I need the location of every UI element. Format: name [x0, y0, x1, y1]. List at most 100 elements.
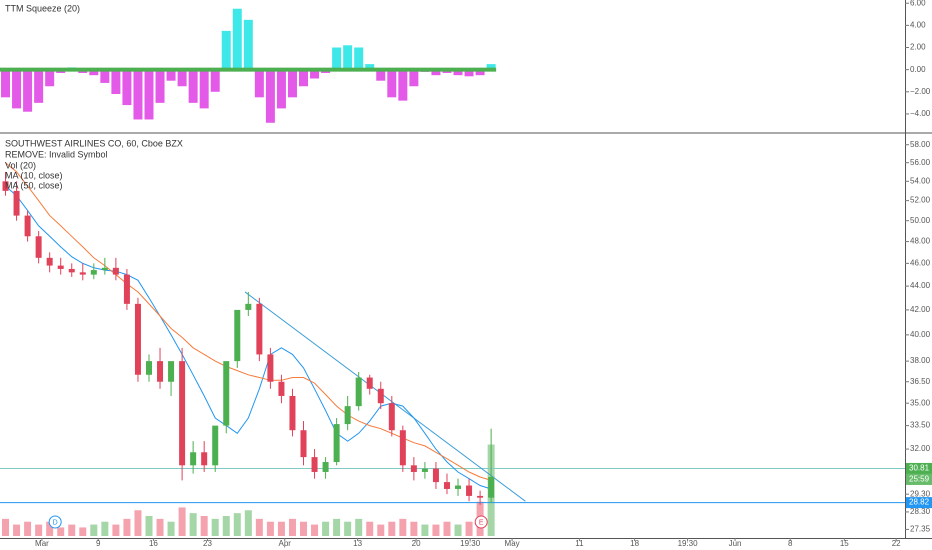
legend: TTM Squeeze (20) SOUTHWEST AIRLINES CO, … [5, 3, 183, 190]
x-tick-label: 8 [788, 539, 793, 548]
x-tick-label: 18 [630, 539, 639, 548]
volume-bar [167, 521, 175, 536]
y-tick-label: 33.50 [910, 421, 931, 430]
volume-bar [145, 516, 153, 536]
squeeze-bar [276, 69, 286, 109]
squeeze-bar [23, 69, 33, 112]
legend-entry: Vol (20) [5, 160, 36, 170]
x-tick-label: Apr [279, 539, 292, 548]
candle-body [90, 270, 97, 275]
squeeze-bar [343, 45, 353, 70]
legend-entry: MA (10, close) [5, 170, 63, 180]
y-tick-label: 6.00 [910, 0, 926, 7]
event-label: D [53, 519, 58, 526]
candle-body [123, 274, 130, 304]
squeeze-bar [376, 69, 386, 81]
candle-body [46, 257, 53, 266]
y-tick-label: 46.00 [910, 258, 931, 267]
volume-bar [222, 516, 230, 536]
volume-bar [134, 510, 142, 536]
volume-bar [2, 518, 10, 536]
volume-bar [432, 524, 440, 536]
candle-body [145, 361, 152, 375]
volume-bar [255, 518, 263, 536]
squeeze-bar [210, 69, 220, 92]
squeeze-bar [453, 69, 463, 76]
candle-body [300, 430, 307, 458]
y-tick-label: 44.00 [910, 281, 931, 290]
legend-entry: REMOVE: Invalid Symbol [5, 149, 108, 159]
squeeze-bar [1, 69, 11, 98]
x-tick-label: 22 [892, 539, 901, 548]
squeeze-bar [89, 69, 99, 76]
volume-bar [266, 521, 274, 536]
squeeze-bar [486, 64, 496, 70]
volume-bar [333, 518, 341, 536]
y-tick-label: 48.00 [910, 237, 931, 246]
squeeze-bar [232, 8, 242, 70]
squeeze-bar [122, 69, 132, 106]
candle-body [256, 303, 263, 355]
squeeze-bar [221, 30, 231, 70]
volume-bar [277, 521, 285, 536]
trendline [244, 291, 526, 502]
price-badge-label: 28.82 [909, 498, 930, 507]
price-badge [906, 462, 932, 474]
squeeze-bar [354, 47, 364, 70]
candle-body [267, 354, 274, 382]
candle-body [455, 485, 462, 489]
volume-bar [189, 513, 197, 536]
volume-bar [366, 521, 374, 536]
candle-body [212, 425, 219, 466]
y-tick-label: 36.50 [910, 377, 931, 386]
volume-bar [410, 521, 418, 536]
volume-bar [344, 521, 352, 536]
candle-body [421, 468, 428, 472]
volume-bar [421, 524, 429, 536]
y-tick-label: −2.00 [910, 87, 931, 96]
squeeze-bar [188, 69, 198, 103]
candle-body [112, 267, 119, 275]
volume-bar [46, 521, 54, 536]
candle-body [223, 361, 230, 426]
candle-body [35, 236, 42, 258]
volume-bar [112, 524, 120, 536]
squeeze-bar [243, 19, 253, 70]
volume-bar [399, 518, 407, 536]
countdown-label: 25:59 [909, 475, 930, 484]
volume-bar [79, 527, 87, 536]
volume-bar [13, 524, 21, 536]
volume-bar [465, 521, 473, 536]
squeeze-bar [111, 69, 121, 94]
candle-body [190, 452, 197, 466]
volume-bar [443, 521, 451, 536]
candle-body [245, 303, 252, 310]
squeeze-bar [387, 69, 397, 98]
squeeze-bar [431, 69, 441, 76]
y-tick-label: 52.00 [910, 196, 931, 205]
volume-bar [454, 524, 462, 536]
volume-bar [388, 521, 396, 536]
candle-body [388, 403, 395, 431]
y-tick-label: 38.00 [910, 356, 931, 365]
candle-body [344, 406, 351, 425]
y-tick-label: 32.00 [910, 444, 931, 453]
candle-body [234, 309, 241, 362]
event-marker [48, 515, 62, 529]
y-tick-label: 0.00 [910, 65, 926, 74]
squeeze-bar [365, 64, 375, 70]
candle-body [377, 388, 384, 404]
volume-bar [233, 513, 241, 536]
volume-bar [101, 521, 109, 536]
volume-bar [24, 521, 32, 536]
candle-body [366, 377, 373, 389]
candle-body [410, 465, 417, 472]
candle-body [289, 395, 296, 431]
volume-bar [244, 510, 252, 536]
candle-body [2, 181, 9, 191]
volume-bar [377, 524, 385, 536]
price-badge [906, 497, 932, 509]
squeeze-bar [254, 69, 264, 98]
candle-body [443, 482, 450, 489]
